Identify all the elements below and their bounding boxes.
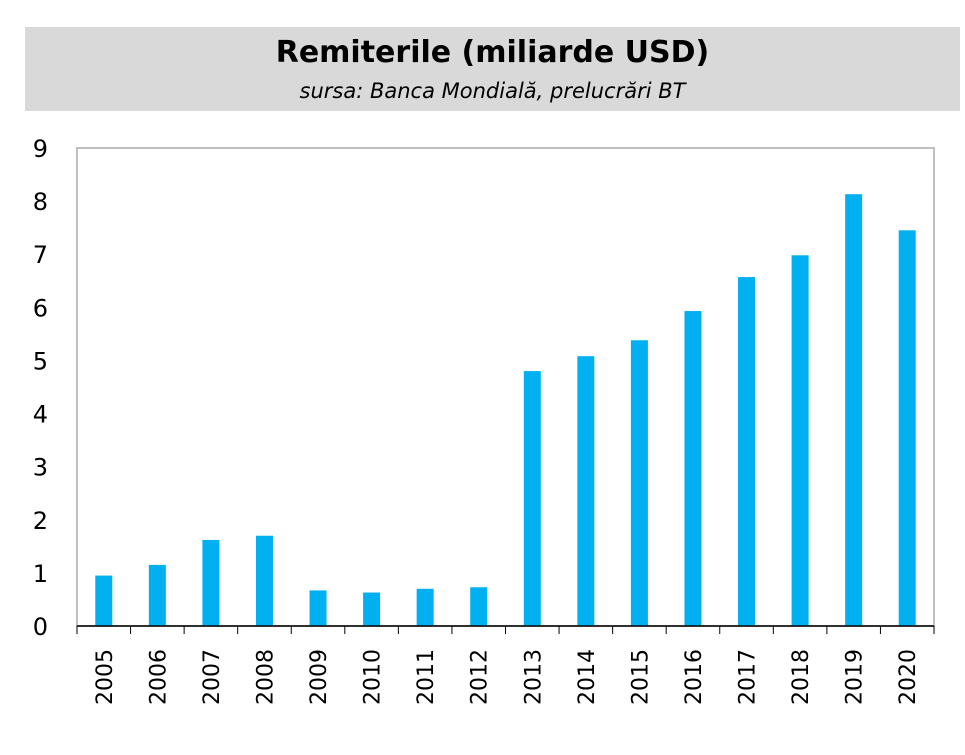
bar-2016 (684, 311, 702, 626)
chart-header: Remiterile (miliarde USD) sursa: Banca M… (25, 27, 960, 111)
bar-2020 (898, 230, 916, 627)
x-tick-label-2018: 2018 (789, 649, 814, 705)
y-axis-labels: 0 1 2 3 4 5 6 7 8 9 (33, 135, 48, 641)
x-tick-label-2019: 2019 (843, 649, 868, 705)
x-axis-labels: 2005 2006 2007 2008 2009 2010 2011 2012 2013 2014… (93, 649, 921, 705)
y-tick-label: 6 (33, 294, 48, 322)
x-tick-label-2008: 2008 (253, 649, 278, 705)
bar-2015 (630, 340, 648, 626)
x-tick-label-2007: 2007 (200, 649, 225, 705)
bars (95, 194, 916, 627)
chart-subtitle: sursa: Banca Mondială, prelucrări BT (299, 79, 686, 103)
y-tick-label: 1 (33, 560, 48, 588)
x-tick-label-2014: 2014 (575, 649, 600, 705)
bar-2019 (845, 194, 863, 626)
bar-2017 (738, 277, 756, 626)
x-tick-label-2017: 2017 (736, 649, 761, 705)
y-tick-label: 7 (33, 241, 48, 269)
y-tick-label: 4 (33, 401, 48, 429)
x-tick-label-2005: 2005 (93, 649, 118, 705)
bar-2009 (309, 590, 327, 626)
bar-2007 (202, 539, 220, 626)
x-tick-label-2020: 2020 (896, 649, 921, 705)
y-tick-label: 3 (33, 454, 48, 482)
x-tick-label-2006: 2006 (146, 649, 171, 705)
x-tick-label-2009: 2009 (307, 649, 332, 705)
bar-2011 (416, 588, 434, 626)
x-tick-label-2015: 2015 (628, 649, 653, 705)
x-tick-label-2012: 2012 (468, 649, 493, 705)
bar-2006 (148, 564, 166, 626)
x-tick-label-2013: 2013 (521, 649, 546, 705)
y-tick-label: 8 (33, 188, 48, 216)
chart-title: Remiterile (miliarde USD) (275, 35, 710, 70)
y-tick-label: 0 (33, 613, 48, 641)
y-tick-label: 5 (33, 347, 48, 375)
x-tick-label-2016: 2016 (682, 649, 707, 705)
bar-2013 (523, 371, 541, 626)
bar-2008 (255, 535, 273, 626)
y-tick-label: 9 (33, 135, 48, 163)
bar-2012 (470, 587, 488, 626)
y-tick-label: 2 (33, 507, 48, 535)
x-tick-label-2010: 2010 (361, 649, 386, 705)
bar-2018 (791, 255, 809, 627)
bar-2014 (577, 356, 595, 626)
x-tick-label-2011: 2011 (414, 649, 439, 705)
bar-2005 (95, 575, 113, 626)
x-axis-ticks (76, 626, 935, 634)
bar-2010 (363, 592, 381, 626)
